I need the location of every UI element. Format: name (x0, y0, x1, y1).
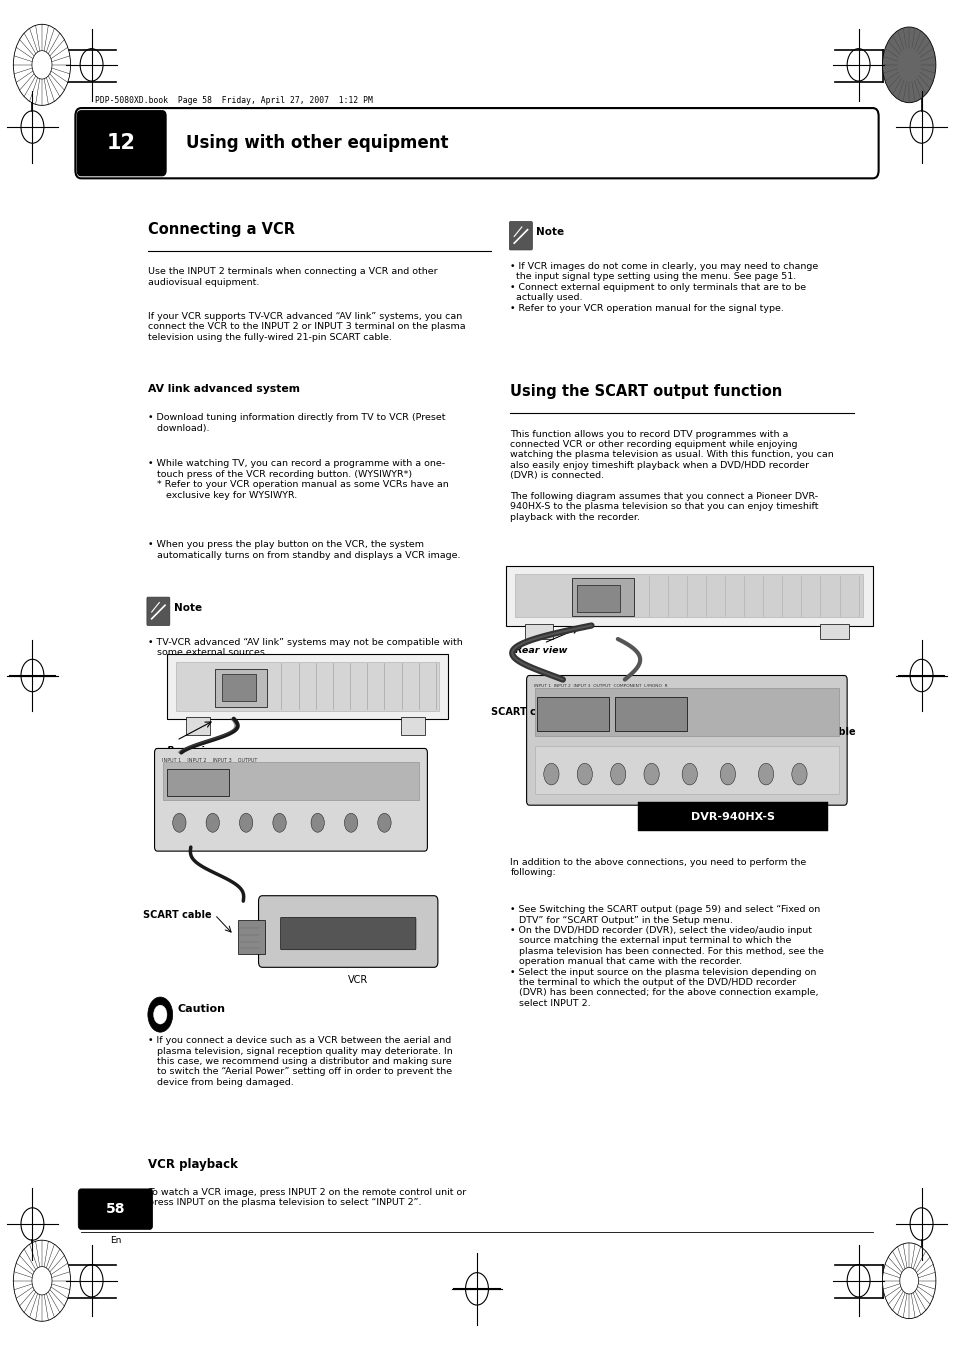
FancyBboxPatch shape (176, 662, 438, 711)
FancyBboxPatch shape (75, 108, 878, 178)
Circle shape (720, 763, 735, 785)
FancyBboxPatch shape (77, 111, 166, 176)
FancyBboxPatch shape (638, 802, 827, 831)
Text: Rear view: Rear view (167, 746, 219, 755)
Text: • If VCR images do not come in clearly, you may need to change
  the input signa: • If VCR images do not come in clearly, … (510, 262, 818, 312)
Text: To watch a VCR image, press INPUT 2 on the remote control unit or
press INPUT on: To watch a VCR image, press INPUT 2 on t… (148, 1188, 466, 1206)
Text: SCART cable: SCART cable (786, 727, 855, 736)
Circle shape (681, 763, 697, 785)
FancyBboxPatch shape (163, 762, 418, 800)
FancyBboxPatch shape (167, 654, 448, 719)
Text: DVR-940HX-S: DVR-940HX-S (690, 812, 774, 821)
FancyBboxPatch shape (280, 917, 416, 950)
Circle shape (577, 763, 592, 785)
FancyBboxPatch shape (537, 697, 608, 731)
FancyBboxPatch shape (535, 746, 838, 794)
Circle shape (148, 997, 172, 1032)
Text: SCART cable: SCART cable (143, 909, 212, 920)
Circle shape (13, 24, 71, 105)
FancyBboxPatch shape (509, 222, 532, 250)
Text: Note: Note (173, 603, 201, 613)
Text: INPUT 1    INPUT 2    INPUT 3    OUTPUT: INPUT 1 INPUT 2 INPUT 3 OUTPUT (162, 758, 257, 763)
Text: • See Switching the SCART output (page 59) and select “Fixed on
   DTV” for “SCA: • See Switching the SCART output (page 5… (510, 905, 823, 1008)
Circle shape (899, 1267, 918, 1294)
Text: SCART cable: SCART cable (491, 707, 559, 716)
Circle shape (344, 813, 357, 832)
Circle shape (239, 813, 253, 832)
FancyBboxPatch shape (526, 676, 846, 805)
Text: 12: 12 (107, 134, 135, 153)
Circle shape (31, 50, 51, 78)
Circle shape (791, 763, 806, 785)
Text: Using the SCART output function: Using the SCART output function (510, 384, 781, 399)
Text: In addition to the above connections, you need to perform the
following:: In addition to the above connections, yo… (510, 858, 806, 877)
Text: En: En (110, 1236, 121, 1246)
Text: Using with other equipment: Using with other equipment (186, 134, 448, 153)
Text: Use the INPUT 2 terminals when connecting a VCR and other
audiovisual equipment.: Use the INPUT 2 terminals when connectin… (148, 267, 437, 286)
Text: • TV-VCR advanced “AV link” systems may not be compatible with
   some external : • TV-VCR advanced “AV link” systems may … (148, 638, 462, 657)
FancyBboxPatch shape (167, 769, 229, 796)
Circle shape (543, 763, 558, 785)
FancyBboxPatch shape (214, 669, 267, 707)
Circle shape (206, 813, 219, 832)
Text: AV link advanced system: AV link advanced system (148, 384, 299, 393)
Text: • While watching TV, you can record a programme with a one-
   touch press of th: • While watching TV, you can record a pr… (148, 459, 448, 500)
FancyBboxPatch shape (154, 748, 427, 851)
Text: VCR: VCR (347, 975, 368, 985)
FancyBboxPatch shape (147, 597, 170, 626)
Text: Caution: Caution (177, 1004, 225, 1015)
FancyBboxPatch shape (615, 697, 686, 731)
Circle shape (758, 763, 773, 785)
Text: VCR playback: VCR playback (148, 1158, 237, 1171)
Text: • Download tuning information directly from TV to VCR (Preset
   download).: • Download tuning information directly f… (148, 413, 445, 432)
FancyBboxPatch shape (258, 896, 437, 967)
Circle shape (882, 27, 935, 103)
Circle shape (377, 813, 391, 832)
FancyBboxPatch shape (78, 1189, 152, 1229)
FancyBboxPatch shape (186, 717, 210, 735)
Circle shape (273, 813, 286, 832)
Circle shape (882, 1243, 935, 1319)
FancyBboxPatch shape (535, 688, 838, 736)
Text: • When you press the play button on the VCR, the system
   automatically turns o: • When you press the play button on the … (148, 540, 460, 559)
FancyBboxPatch shape (400, 717, 424, 735)
Text: This function allows you to record DTV programmes with a
connected VCR or other : This function allows you to record DTV p… (510, 430, 833, 521)
Text: 58: 58 (106, 1202, 125, 1216)
FancyBboxPatch shape (572, 578, 634, 616)
Circle shape (172, 813, 186, 832)
Circle shape (311, 813, 324, 832)
FancyBboxPatch shape (524, 624, 553, 639)
Text: • If you connect a device such as a VCR between the aerial and
   plasma televis: • If you connect a device such as a VCR … (148, 1036, 452, 1086)
Text: Connecting a VCR: Connecting a VCR (148, 222, 294, 236)
Text: Rear view: Rear view (515, 646, 567, 655)
FancyBboxPatch shape (577, 585, 619, 612)
Circle shape (13, 1240, 71, 1321)
FancyBboxPatch shape (222, 674, 255, 701)
FancyBboxPatch shape (505, 566, 872, 626)
FancyBboxPatch shape (515, 574, 862, 617)
Circle shape (610, 763, 625, 785)
Circle shape (31, 1267, 51, 1294)
FancyBboxPatch shape (238, 920, 265, 954)
Text: PDP-5080XD.book  Page 58  Friday, April 27, 2007  1:12 PM: PDP-5080XD.book Page 58 Friday, April 27… (95, 96, 373, 105)
Text: INPUT 1  INPUT 2  INPUT 3  OUTPUT  COMPONENT  L/MONO  R: INPUT 1 INPUT 2 INPUT 3 OUTPUT COMPONENT… (534, 684, 667, 688)
Circle shape (153, 1005, 167, 1024)
Circle shape (643, 763, 659, 785)
Text: Note: Note (536, 227, 563, 238)
Text: If your VCR supports TV-VCR advanced “AV link” systems, you can
connect the VCR : If your VCR supports TV-VCR advanced “AV… (148, 312, 465, 342)
FancyBboxPatch shape (820, 624, 848, 639)
